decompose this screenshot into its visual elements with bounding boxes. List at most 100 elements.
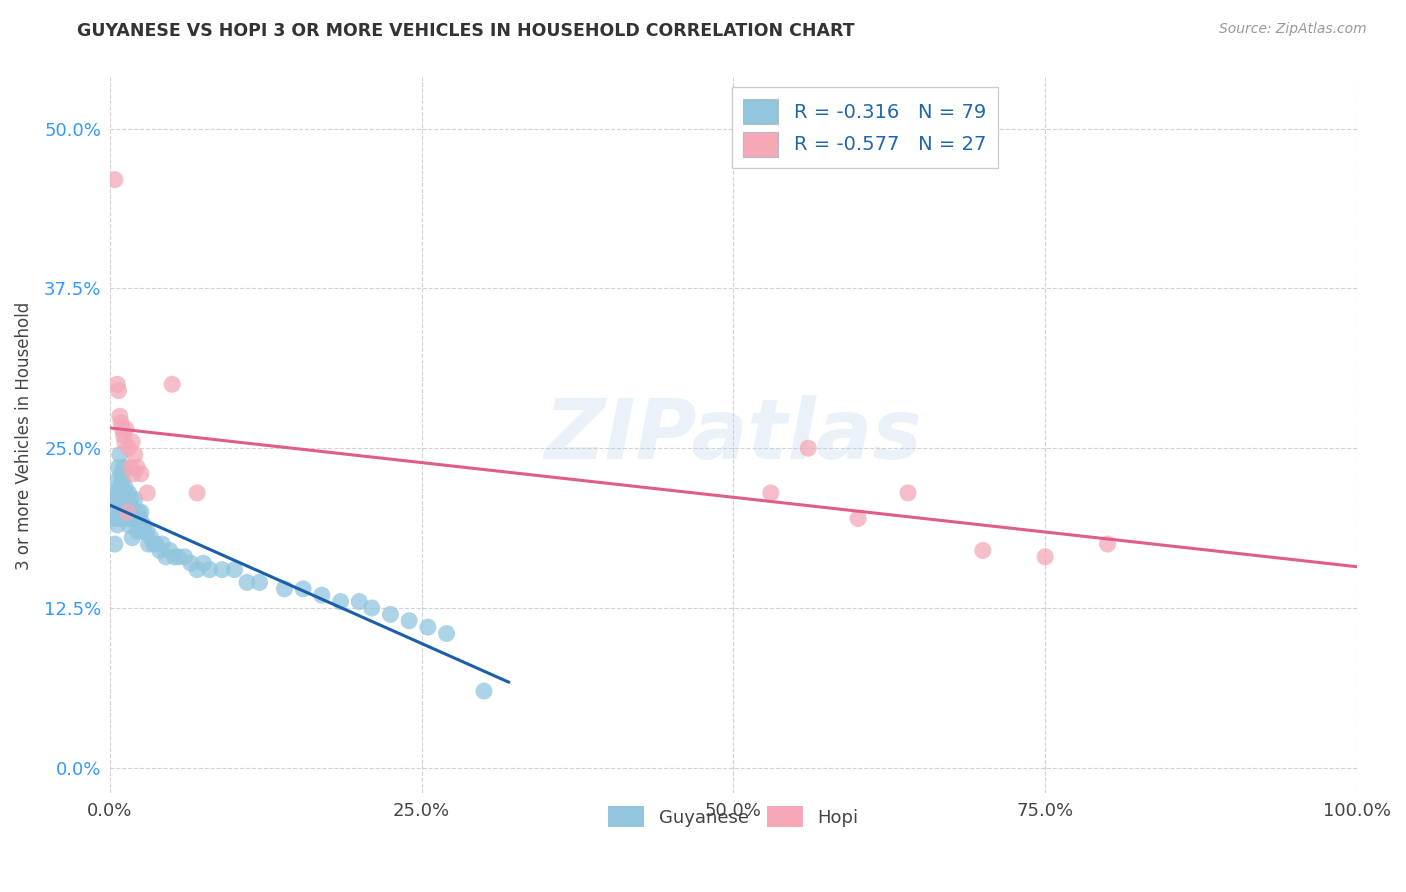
Point [759, 486, 782, 500]
Point [145, 537, 167, 551]
Point [120, 511, 142, 525]
Point [224, 563, 246, 577]
Point [108, 479, 131, 493]
Point [111, 499, 134, 513]
Point [118, 511, 141, 525]
Point [155, 549, 177, 564]
Point [124, 492, 146, 507]
Point [104, 492, 127, 507]
Point [292, 582, 315, 596]
Point [110, 492, 132, 507]
Point [128, 511, 150, 525]
Point [111, 511, 134, 525]
Point [103, 511, 125, 525]
Point [249, 575, 271, 590]
Point [398, 614, 420, 628]
Point [125, 511, 148, 525]
Point [108, 448, 131, 462]
Point [122, 505, 145, 519]
Point [115, 511, 138, 525]
Point [173, 549, 195, 564]
Point [105, 517, 128, 532]
Point [150, 537, 173, 551]
Point [129, 505, 152, 519]
Point [105, 377, 128, 392]
Point [112, 505, 135, 519]
Point [110, 416, 132, 430]
Point [380, 607, 402, 622]
Point [117, 517, 139, 532]
Point [117, 505, 139, 519]
Point [211, 563, 233, 577]
Point [124, 511, 146, 525]
Point [198, 563, 221, 577]
Point [121, 531, 143, 545]
Point [159, 543, 181, 558]
Point [105, 486, 128, 500]
Text: Source: ZipAtlas.com: Source: ZipAtlas.com [1219, 22, 1367, 37]
Point [115, 422, 138, 436]
Point [131, 524, 153, 539]
Point [472, 684, 495, 698]
Point [104, 537, 127, 551]
Point [110, 467, 132, 481]
Point [273, 582, 295, 596]
Point [311, 588, 333, 602]
Point [132, 517, 155, 532]
Point [142, 537, 165, 551]
Legend: Guyanese, Hopi: Guyanese, Hopi [600, 799, 866, 834]
Point [360, 601, 382, 615]
Point [124, 448, 146, 462]
Point [349, 594, 371, 608]
Point [897, 486, 920, 500]
Point [329, 594, 352, 608]
Point [108, 409, 131, 424]
Point [180, 556, 202, 570]
Point [120, 460, 142, 475]
Point [117, 486, 139, 500]
Point [149, 543, 172, 558]
Point [1033, 549, 1056, 564]
Point [105, 473, 128, 487]
Point [138, 537, 160, 551]
Point [193, 556, 215, 570]
Point [111, 422, 134, 436]
Point [104, 172, 127, 186]
Point [112, 486, 135, 500]
Point [121, 434, 143, 449]
Y-axis label: 3 or more Vehicles in Household: 3 or more Vehicles in Household [15, 301, 32, 569]
Point [186, 486, 208, 500]
Point [117, 492, 139, 507]
Point [105, 505, 128, 519]
Point [117, 441, 139, 455]
Point [107, 511, 129, 525]
Point [139, 531, 162, 545]
Point [127, 524, 149, 539]
Point [114, 434, 136, 449]
Point [111, 473, 134, 487]
Point [186, 563, 208, 577]
Point [436, 626, 458, 640]
Point [160, 377, 183, 392]
Point [1097, 537, 1119, 551]
Point [134, 524, 156, 539]
Point [108, 505, 131, 519]
Point [105, 499, 128, 513]
Point [107, 460, 129, 475]
Point [120, 492, 142, 507]
Point [136, 524, 159, 539]
Point [797, 441, 820, 455]
Point [163, 549, 186, 564]
Point [114, 499, 136, 513]
Point [416, 620, 439, 634]
Point [129, 467, 152, 481]
Point [107, 384, 129, 398]
Point [236, 575, 259, 590]
Text: GUYANESE VS HOPI 3 OR MORE VEHICLES IN HOUSEHOLD CORRELATION CHART: GUYANESE VS HOPI 3 OR MORE VEHICLES IN H… [77, 22, 855, 40]
Text: ZIPatlas: ZIPatlas [544, 395, 922, 476]
Point [112, 460, 135, 475]
Point [110, 511, 132, 525]
Point [115, 486, 138, 500]
Point [112, 428, 135, 442]
Point [118, 499, 141, 513]
